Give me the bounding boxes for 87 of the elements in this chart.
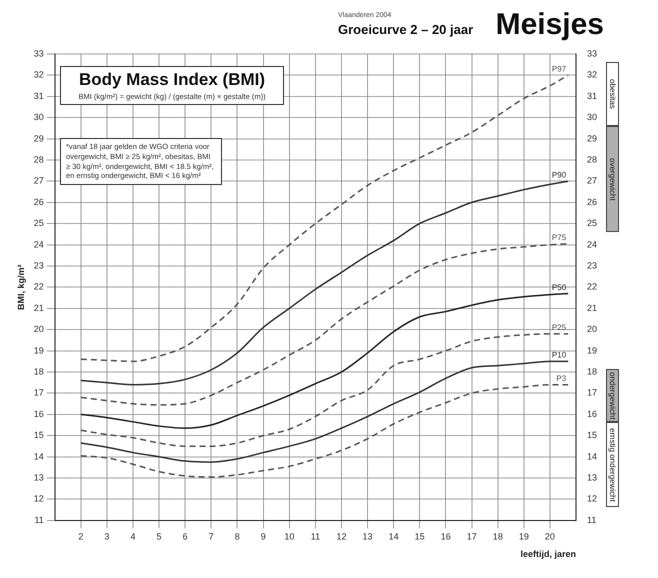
series-label: P25 [552, 323, 567, 332]
x-tick-label: 12 [336, 531, 346, 542]
y2-tick-label: 27 [586, 176, 598, 186]
y2-tick-label: 12 [586, 494, 598, 504]
y2-tick-label: 18 [586, 366, 598, 376]
x-tick-label: 7 [208, 531, 214, 542]
x-tick-label: 9 [260, 531, 266, 542]
x-tick-label: 18 [492, 531, 503, 542]
x-tick-label: 2 [78, 531, 84, 542]
y-tick-label: 29 [34, 133, 44, 144]
series-label: P97 [552, 64, 567, 74]
series-label: P10 [552, 350, 567, 360]
x-tick-label: 14 [388, 531, 399, 542]
y2-tick-label: 22 [586, 282, 598, 292]
y2-tick-label: 16 [586, 408, 598, 419]
y-tick-label: 12 [34, 494, 44, 504]
x-tick-label: 17 [466, 531, 477, 542]
y-tick-label: 15 [34, 430, 44, 440]
y2-tick-label: 26 [586, 196, 598, 207]
y-tick-label: 24 [34, 239, 44, 250]
series-label: P3 [556, 374, 567, 383]
x-tick-label: 4 [130, 531, 136, 542]
y-tick-label: 26 [34, 196, 44, 207]
x-tick-label: 19 [518, 531, 529, 542]
y2-tick-label: 13 [586, 472, 598, 482]
y2-tick-label: 17 [586, 388, 598, 398]
label-box: ernstig ondergewicht [606, 422, 619, 507]
y2-tick-label: 15 [586, 430, 598, 440]
x-tick-label: 6 [182, 531, 188, 542]
y2-tick-label: 19 [586, 345, 598, 356]
line-series [80, 384, 569, 478]
y2-tick-label: 32 [586, 70, 598, 80]
y-tick-label: 16 [34, 408, 44, 419]
y2-tick-label: 33 [586, 48, 598, 58]
line-series [80, 242, 569, 406]
y2-tick-label: 14 [586, 451, 598, 462]
y2-tick-label: 28 [586, 154, 598, 164]
y-tick-label: 11 [34, 514, 44, 525]
y-tick-label: 25 [34, 218, 44, 228]
y2-tick-label: 31 [586, 90, 598, 101]
line-series [80, 333, 569, 447]
x-tick-label: 15 [414, 531, 425, 542]
y-tick-label: 21 [34, 302, 44, 313]
line-series [80, 180, 569, 386]
x-tick-label: 5 [156, 531, 162, 542]
y-axis-title: BMI, kg/m² [16, 264, 26, 310]
x-tick-label: 13 [362, 531, 373, 542]
y2-tick-label: 24 [586, 239, 598, 250]
x-tick-label: 16 [440, 531, 451, 542]
y2-tick-label: 20 [586, 324, 598, 334]
y-tick-label: 19 [34, 345, 44, 356]
y-tick-label: 13 [34, 472, 44, 482]
y-tick-label: 32 [34, 70, 44, 80]
x-tick-label: 10 [284, 531, 294, 542]
y2-tick-label: 30 [586, 112, 598, 122]
y-tick-label: 18 [34, 366, 44, 376]
y-tick-label: 14 [34, 451, 44, 462]
x-axis-title: leeftijd, jaren [520, 549, 576, 560]
y-tick-label: 20 [34, 324, 44, 334]
y-tick-label: 23 [34, 260, 44, 270]
label-box: overgewicht [606, 126, 619, 232]
annotation: Body Mass Index (BMI) [78, 70, 266, 90]
y-tick-label: 33 [34, 48, 44, 58]
line-series [80, 360, 569, 463]
x-tick-label: 11 [310, 531, 320, 542]
y2-tick-label: 29 [586, 133, 598, 144]
label-box: ondergewicht [606, 369, 619, 422]
series-label: P90 [552, 170, 567, 180]
x-tick-label: 3 [104, 531, 110, 542]
y2-tick-label: 21 [586, 302, 598, 313]
y-tick-label: 22 [34, 282, 44, 292]
x-tick-label: 20 [544, 531, 555, 542]
label-box: obesitas [606, 62, 619, 126]
y-tick-label: 31 [34, 90, 44, 101]
y-tick-label: 17 [34, 388, 44, 398]
y2-tick-label: 25 [586, 218, 598, 228]
y-tick-label: 27 [34, 176, 44, 186]
y2-tick-label: 11 [586, 514, 596, 525]
series-label: P50 [552, 282, 567, 292]
y-tick-label: 30 [34, 112, 44, 122]
series-label: P75 [552, 232, 567, 242]
y-tick-label: 28 [34, 154, 44, 164]
chart-title: Meisjes [496, 8, 604, 42]
y2-tick-label: 23 [586, 260, 598, 270]
x-tick-label: 8 [234, 531, 240, 542]
line-series [80, 292, 569, 429]
chart-subtitle: Groeicurve 2 – 20 jaar [338, 22, 474, 37]
